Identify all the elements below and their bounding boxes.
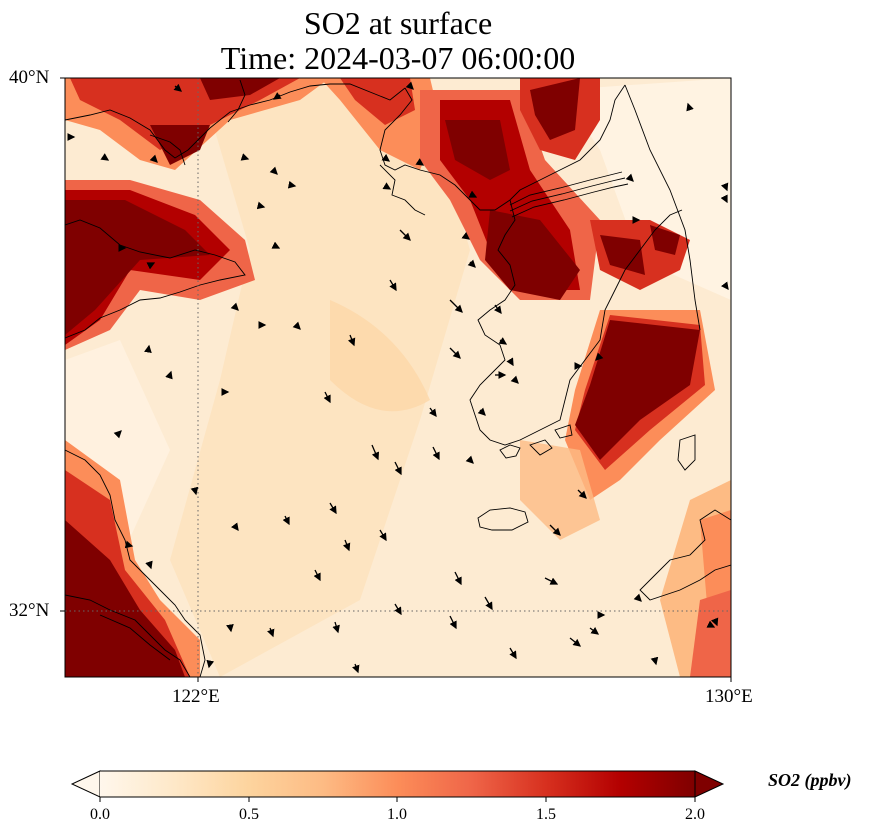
wind-arrow	[595, 352, 604, 361]
wind-arrow	[461, 231, 471, 240]
wind-arrow	[347, 334, 356, 347]
wind-arrow	[230, 522, 239, 532]
wind-arrow	[432, 446, 440, 461]
map-title: SO2 at surface	[303, 5, 493, 41]
wind-arrow	[720, 182, 729, 192]
wind-arrow	[100, 153, 110, 161]
wind-arrow	[332, 621, 340, 634]
wind-arrow	[149, 154, 158, 163]
wind-arrow	[352, 663, 360, 674]
wind-arrow	[124, 540, 134, 549]
wind-arrow	[230, 302, 239, 311]
wind-arrow	[405, 81, 414, 90]
lat-label-32n: 32°N	[9, 600, 50, 621]
colorbar	[70, 770, 725, 802]
wind-arrow	[569, 637, 582, 647]
wind-arrow	[510, 375, 519, 384]
wind-arrow	[190, 486, 199, 496]
wind-arrow	[382, 182, 392, 190]
wind-arrow	[165, 370, 173, 380]
wind-arrow	[449, 615, 457, 630]
wind-arrow	[240, 153, 250, 161]
map-subtitle-time: Time: 2024-03-07 06:00:00	[220, 40, 576, 76]
wind-arrow	[449, 299, 463, 313]
colorbar-label: SO2 (ppbv)	[768, 770, 852, 790]
wind-arrow	[226, 623, 234, 633]
wind-arrow	[720, 194, 728, 204]
wind-arrow	[323, 391, 331, 404]
wind-arrow	[399, 229, 411, 241]
wind-arrow	[329, 502, 337, 515]
wind-arrow	[706, 620, 716, 628]
map-frame	[64, 77, 732, 678]
lat-label-40n: 40°N	[9, 67, 50, 88]
wind-arrow	[145, 560, 153, 570]
colorbar-tick: 0.5	[239, 806, 259, 823]
wind-arrow	[415, 158, 425, 166]
colorbar-tick: 1.5	[536, 806, 556, 823]
lon-label-122e: 122°E	[172, 686, 220, 707]
wind-arrow	[428, 407, 437, 418]
wind-arrow	[650, 656, 659, 666]
wind-arrow	[394, 461, 402, 476]
wind-arrow	[477, 407, 486, 416]
wind-arrow	[272, 92, 282, 100]
wind-arrow	[144, 344, 152, 354]
wind-arrow	[549, 524, 561, 536]
wind-arrow	[686, 102, 694, 112]
wind-arrow	[381, 153, 391, 162]
wind-arrow	[544, 577, 559, 585]
wind-arrow	[449, 347, 461, 359]
wind-arrow	[394, 603, 402, 616]
wind-arrow	[577, 489, 587, 499]
wind-arrow	[267, 627, 275, 638]
wind-arrow	[589, 626, 600, 635]
colorbar-tick: 0.0	[90, 806, 110, 823]
wind-arrow	[113, 430, 122, 439]
wind-arrow	[465, 455, 474, 464]
wind-arrow	[633, 593, 642, 602]
axis-ticks	[60, 77, 732, 682]
wind-arrow	[379, 529, 387, 542]
wind-arrow	[506, 357, 514, 367]
colorbar-tick: 2.0	[685, 806, 705, 823]
colorbar-tick: 1.0	[387, 806, 407, 823]
wind-arrow	[710, 617, 719, 627]
wind-arrow	[173, 83, 182, 92]
wind-arrow	[498, 337, 508, 345]
wind-arrow	[271, 241, 281, 249]
wind-arrow	[454, 571, 462, 586]
wind-arrow	[146, 262, 156, 270]
wind-arrow	[287, 180, 297, 189]
wind-arrow	[484, 596, 493, 611]
wind-arrow	[720, 281, 729, 291]
wind-arrow	[342, 539, 351, 552]
lon-label-130e: 130°E	[705, 686, 753, 707]
wind-arrow	[256, 201, 266, 210]
wind-arrow	[493, 304, 502, 315]
wind-arrow	[371, 444, 380, 461]
wind-arrow	[468, 190, 478, 198]
wind-arrow	[282, 515, 290, 526]
wind-arrow	[625, 173, 634, 182]
wind-arrow	[313, 569, 321, 582]
wind-arrow	[269, 166, 278, 175]
wind-arrow	[206, 659, 215, 669]
wind-arrow	[509, 647, 517, 660]
wind-arrow	[467, 259, 476, 268]
wind-arrow	[292, 321, 301, 330]
wind-arrow	[389, 279, 397, 292]
so2-field	[65, 78, 731, 677]
wind-vectors	[67, 81, 729, 674]
